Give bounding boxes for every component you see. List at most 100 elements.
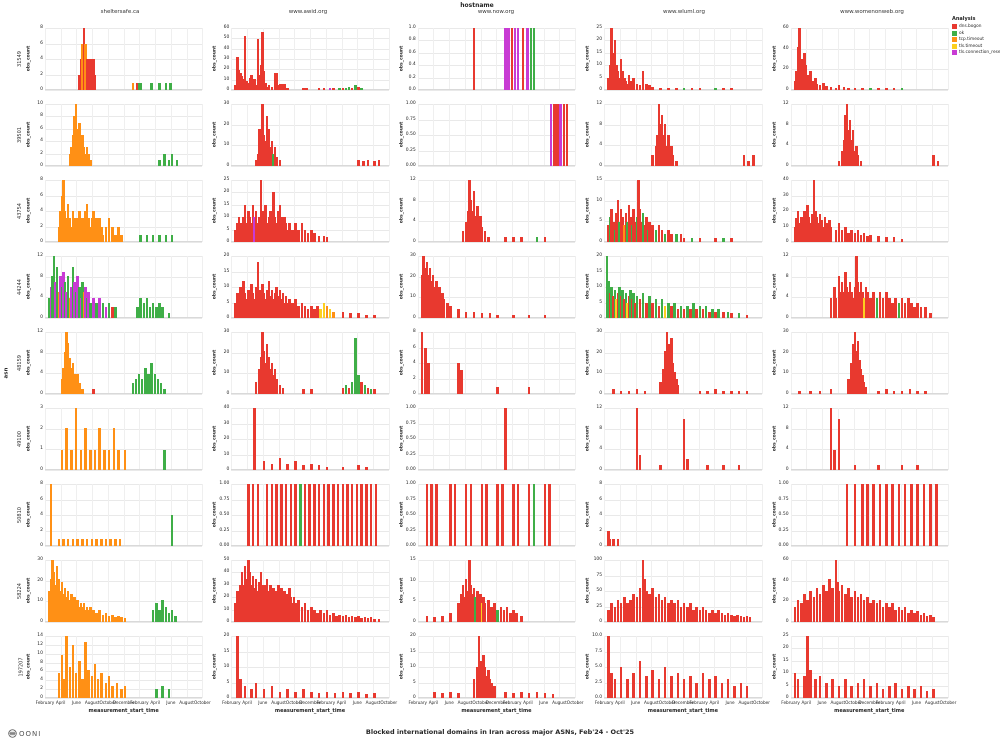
bar bbox=[853, 484, 857, 546]
bar bbox=[619, 209, 623, 242]
bar bbox=[844, 271, 847, 318]
gridline-vertical bbox=[155, 484, 157, 546]
gridline-horizontal bbox=[417, 166, 576, 167]
bar bbox=[427, 363, 430, 394]
gridline-vertical bbox=[837, 332, 839, 394]
row-facet-label-39501: 39501 bbox=[14, 96, 23, 172]
gridline-vertical bbox=[667, 180, 669, 242]
bar bbox=[169, 82, 172, 90]
bar bbox=[804, 220, 808, 242]
bar bbox=[853, 88, 857, 90]
bar bbox=[85, 203, 89, 242]
bar bbox=[254, 85, 258, 90]
gridline-vertical bbox=[480, 332, 482, 394]
y-tick-label: 0.25 bbox=[778, 527, 789, 533]
bar bbox=[361, 161, 365, 166]
bar bbox=[322, 612, 326, 622]
bar bbox=[258, 369, 261, 394]
x-tick-label: June bbox=[71, 700, 81, 705]
gridline-vertical bbox=[496, 636, 498, 698]
y-axis-title: obs_count bbox=[581, 324, 590, 400]
bar bbox=[856, 682, 860, 698]
gridline-vertical bbox=[790, 104, 792, 166]
bar bbox=[275, 156, 278, 166]
bar bbox=[815, 217, 819, 242]
bar bbox=[608, 65, 612, 90]
y-tick-label: 4 bbox=[599, 446, 603, 452]
bar bbox=[612, 389, 615, 394]
y-tick-label: 4 bbox=[785, 142, 789, 148]
gridline-vertical bbox=[698, 560, 700, 622]
bar bbox=[668, 356, 672, 394]
gridline-vertical bbox=[247, 28, 249, 90]
gridline-vertical bbox=[900, 560, 902, 622]
bar bbox=[84, 428, 87, 470]
bar bbox=[247, 211, 250, 242]
gridline-horizontal bbox=[604, 166, 762, 167]
bar bbox=[365, 466, 368, 470]
y-axis-title: obs_count bbox=[395, 20, 404, 96]
gridline-vertical bbox=[745, 332, 747, 394]
y-tick-label: 0 bbox=[40, 694, 43, 700]
bar bbox=[844, 594, 847, 622]
bar bbox=[68, 358, 72, 394]
gridline-vertical bbox=[916, 408, 918, 470]
y-axis-ticks: 0 4 8 12 bbox=[30, 253, 45, 319]
bar bbox=[645, 83, 648, 90]
bar bbox=[267, 356, 271, 394]
bar bbox=[804, 65, 808, 90]
gridline-vertical bbox=[527, 636, 529, 698]
bar bbox=[313, 484, 316, 546]
bar bbox=[104, 307, 108, 318]
bar bbox=[170, 515, 174, 546]
x-axis-line bbox=[44, 165, 203, 166]
bar bbox=[532, 484, 536, 546]
gridline-horizontal bbox=[417, 394, 576, 395]
legend-swatch-3 bbox=[952, 43, 957, 49]
gridline-horizontal bbox=[44, 90, 203, 91]
y-tick-label: 20 bbox=[37, 577, 43, 583]
bar bbox=[258, 290, 261, 318]
bar bbox=[793, 80, 797, 90]
x-tick-label: October bbox=[566, 700, 584, 705]
gridline-vertical bbox=[373, 28, 374, 90]
bar bbox=[328, 88, 332, 90]
bar bbox=[245, 578, 249, 622]
gridline-vertical bbox=[900, 104, 902, 166]
gridline-vertical bbox=[123, 104, 125, 166]
bar bbox=[616, 200, 620, 242]
bar bbox=[262, 217, 266, 242]
y-axis-title: obs_count bbox=[22, 20, 31, 96]
bar bbox=[464, 484, 468, 546]
bar bbox=[638, 85, 642, 90]
bar bbox=[114, 617, 117, 622]
y-tick-label: 0.00 bbox=[405, 466, 416, 472]
bar bbox=[913, 307, 916, 318]
x-axis-line bbox=[231, 89, 389, 90]
bar bbox=[112, 428, 116, 470]
bar bbox=[259, 147, 263, 166]
bar bbox=[103, 449, 106, 470]
bar bbox=[626, 302, 629, 318]
y-tick-label: 2 bbox=[40, 223, 43, 229]
plot-area bbox=[790, 332, 949, 395]
bar bbox=[60, 195, 64, 242]
bar bbox=[291, 302, 294, 318]
gridline-horizontal bbox=[417, 90, 576, 91]
bar bbox=[325, 691, 329, 698]
gridline-vertical bbox=[853, 408, 855, 470]
gridline-vertical bbox=[559, 560, 561, 622]
bar bbox=[76, 128, 79, 166]
gridline-vertical bbox=[932, 560, 934, 622]
y-tick-label: 8 bbox=[785, 121, 789, 127]
bar bbox=[520, 237, 523, 242]
gridline-vertical bbox=[417, 636, 419, 698]
bar bbox=[167, 612, 171, 622]
y-axis-ticks: 0 4 8 12 bbox=[776, 253, 791, 319]
bar bbox=[92, 609, 95, 622]
gridline-vertical bbox=[853, 636, 855, 698]
bar bbox=[335, 615, 338, 622]
ooni-logo-text: OONI bbox=[19, 729, 42, 738]
gridline-vertical bbox=[932, 636, 934, 698]
panel-48159-www.wluml.org: obs_count 0 10 20 30 bbox=[581, 324, 767, 400]
